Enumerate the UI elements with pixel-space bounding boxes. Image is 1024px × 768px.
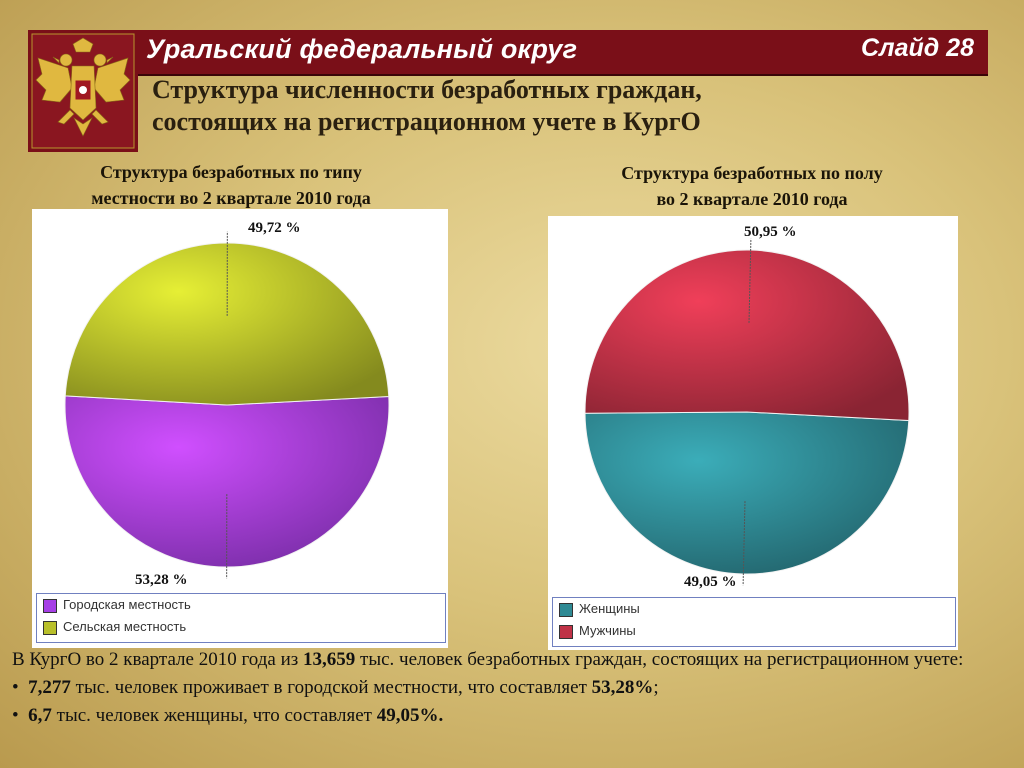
pie-slice-urban: [64, 395, 390, 568]
pie-slice-men: [584, 249, 910, 422]
legend-swatch-urban: [43, 599, 57, 613]
slide-title-line2: состоящих на регистрационном учете в Кур…: [152, 107, 701, 136]
district-title: Уральский федеральный округ: [146, 34, 578, 64]
summary-intro-rest: тыс. человек безработных граждан, состоя…: [355, 649, 964, 670]
legend-swatch-women: [559, 603, 573, 617]
legend-label-women: Женщины: [579, 601, 640, 616]
chart-1-legend: Городская местность Сельская местность: [36, 593, 446, 643]
chart-2-label-women: 49,05 %: [684, 574, 737, 590]
pie-slice-women: [584, 411, 910, 575]
chart-2-title: Структура безработных по полу во 2 кварт…: [552, 160, 952, 212]
women-text: тыс. человек женщины, что составляет: [51, 705, 377, 726]
summary-intro: В КургО во 2 квартале 2010 года из 13,65…: [12, 646, 1012, 674]
summary-intro-text: В КургО во 2 квартале 2010 года из: [12, 649, 304, 670]
legend-label-urban: Городская местность: [63, 597, 191, 612]
women-percent-value: 49,05%.: [376, 705, 444, 726]
legend-item-urban: Городская местность: [37, 594, 445, 616]
chart-1-label-urban: 53,28 %: [135, 572, 188, 588]
pie-slice-women-leader-line: [742, 501, 746, 586]
total-unemployed-value: 13,659: [303, 649, 356, 670]
urban-text: тыс. человек проживает в городской местн…: [70, 677, 592, 698]
urban-count-value: 7,277: [28, 677, 71, 698]
slide-title: Структура численности безработных гражда…: [152, 74, 972, 138]
chart-2-title-line1: Структура безработных по полу: [621, 163, 883, 183]
legend-item-women: Женщины: [553, 598, 955, 620]
legend-item-men: Мужчины: [553, 620, 955, 642]
chart-2-label-men: 50,95 %: [744, 224, 797, 240]
chart-1-panel: 49,72 % 53,28 % Городская местность Сель…: [32, 209, 448, 648]
summary-text: В КургО во 2 квартале 2010 года из 13,65…: [12, 646, 1012, 730]
women-count-value: 6,7: [28, 705, 52, 726]
summary-bullet-women: • 6,7 тыс. человек женщины, что составля…: [12, 702, 1012, 730]
legend-swatch-men: [559, 625, 573, 639]
legend-label-men: Мужчины: [579, 623, 636, 638]
slide-number: Слайд 28: [861, 34, 974, 62]
chart-1-title-line2: местности во 2 квартале 2010 года: [91, 188, 371, 208]
chart-1-svg: [64, 231, 390, 579]
bullet-icon: •: [12, 677, 19, 698]
urban-text-end: ;: [653, 677, 659, 698]
bullet-icon: •: [12, 705, 19, 726]
chart-2-title-line2: во 2 квартале 2010 года: [656, 189, 848, 209]
chart-2-legend: Женщины Мужчины: [552, 597, 956, 647]
pie-slice-men-leader-line: [748, 238, 752, 323]
urban-percent-value: 53,28%: [591, 677, 654, 698]
double-headed-eagle-icon: [31, 33, 135, 149]
chart-1-title: Структура безработных по типу местности …: [26, 159, 436, 211]
chart-2-svg: [584, 238, 910, 586]
chart-1-title-line1: Структура безработных по типу: [100, 162, 362, 182]
legend-swatch-rural: [43, 621, 57, 635]
legend-item-rural: Сельская местность: [37, 616, 445, 638]
legend-label-rural: Сельская местность: [63, 619, 187, 634]
slide-title-line1: Структура численности безработных гражда…: [152, 75, 702, 104]
summary-bullet-urban: • 7,277 тыс. человек проживает в городск…: [12, 674, 1012, 702]
chart-1-label-rural: 49,72 %: [248, 220, 301, 236]
header-bar: Уральский федеральный округ Слайд 28: [28, 30, 988, 76]
chart-2-panel: 50,95 % 49,05 % Женщины Мужчины: [548, 216, 958, 650]
coat-of-arms: [28, 30, 138, 152]
